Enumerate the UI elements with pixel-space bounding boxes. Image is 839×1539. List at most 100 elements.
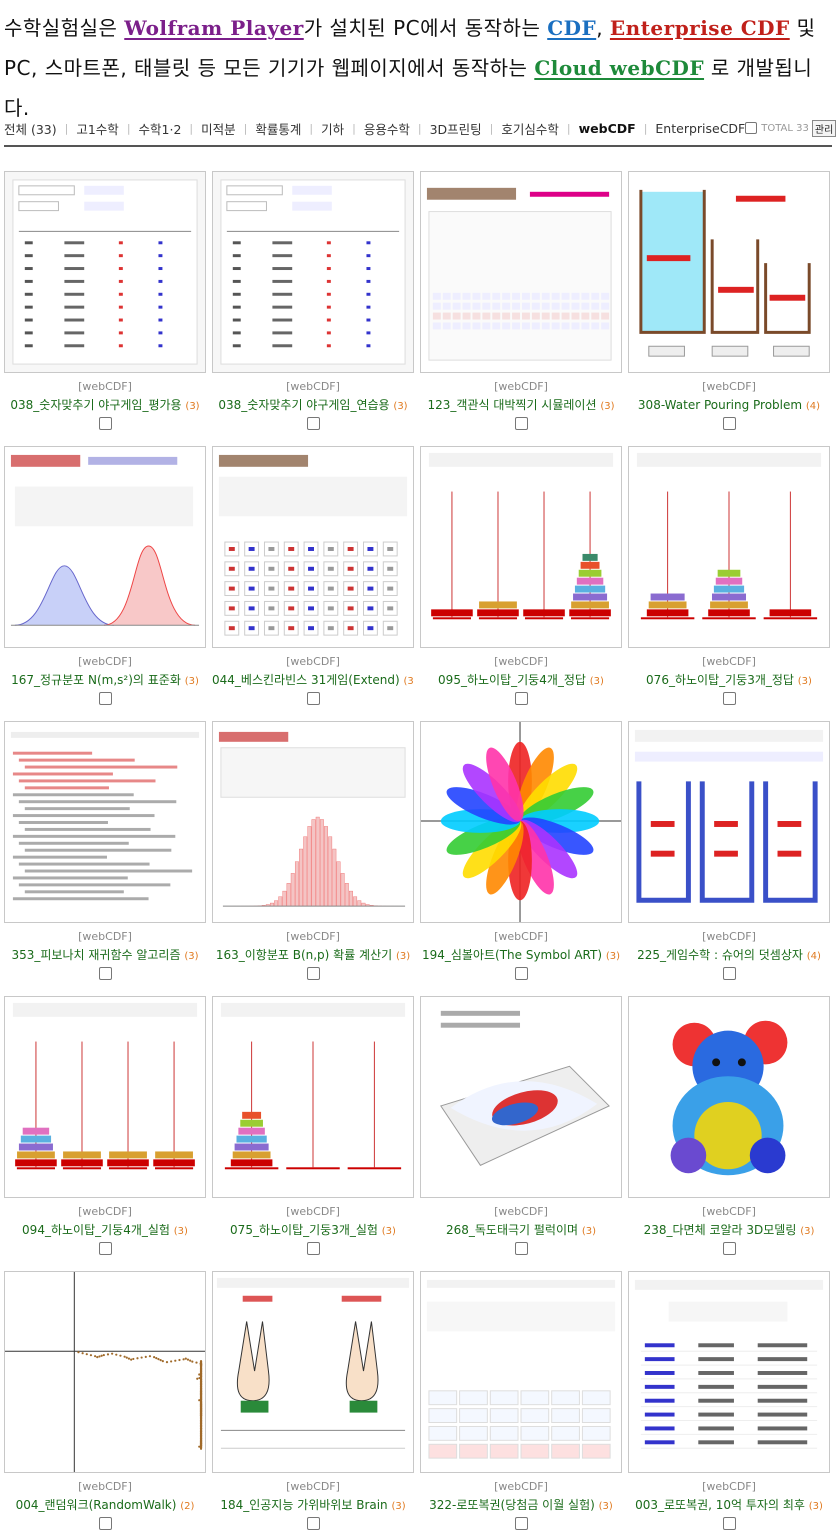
thumbnail-image[interactable] bbox=[4, 171, 206, 373]
total-count: TOTAL 33 bbox=[761, 122, 809, 134]
select-checkbox[interactable] bbox=[98, 1242, 112, 1255]
card-title-link[interactable]: 123_객관식 대박찍기 시뮬레이션 (3) bbox=[420, 397, 622, 413]
gallery-card: [webCDF] 308-Water Pouring Problem (4) bbox=[628, 171, 830, 446]
enterprise-cdf-link[interactable]: Enterprise CDF bbox=[609, 16, 790, 40]
thumbnail-image[interactable] bbox=[212, 996, 414, 1198]
select-checkbox[interactable] bbox=[722, 417, 736, 430]
nav-separator: | bbox=[126, 121, 131, 135]
select-checkbox[interactable] bbox=[722, 692, 736, 705]
select-checkbox[interactable] bbox=[722, 967, 736, 980]
category-tag: [webCDF] bbox=[494, 380, 548, 393]
nav-item-0[interactable]: 전체 (33) bbox=[4, 121, 57, 137]
nav-separator: | bbox=[243, 121, 248, 135]
gallery-card: [webCDF] 075_하노이탑_기둥3개_실험 (3) bbox=[212, 996, 414, 1271]
card-title-link[interactable]: 238_다면체 코알라 3D모델링 (3) bbox=[628, 1222, 830, 1238]
card-title: 044_베스킨라빈스 31게임(Extend) bbox=[212, 673, 400, 687]
card-title-link[interactable]: 094_하노이탑_기둥4개_실험 (3) bbox=[4, 1222, 206, 1238]
card-title-link[interactable]: 075_하노이탑_기둥3개_실험 (3) bbox=[212, 1222, 414, 1238]
card-title-link[interactable]: 038_숫자맞추기 야구게임_연습용 (3) bbox=[212, 397, 414, 413]
thumbnail-image[interactable] bbox=[212, 171, 414, 373]
select-checkbox[interactable] bbox=[98, 692, 112, 705]
select-checkbox[interactable] bbox=[306, 1517, 320, 1530]
category-tag: [webCDF] bbox=[78, 1480, 132, 1493]
thumbnail-image[interactable] bbox=[628, 996, 830, 1198]
select-checkbox[interactable] bbox=[306, 692, 320, 705]
nav-item-4[interactable]: 확률통계 bbox=[255, 121, 302, 137]
comment-count: (3) bbox=[581, 1226, 597, 1237]
thumbnail-image[interactable] bbox=[212, 446, 414, 648]
thumbnail-image[interactable] bbox=[628, 721, 830, 923]
card-title-link[interactable]: 095_하노이탑_기둥4개_정답 (3) bbox=[420, 672, 622, 688]
category-tag: [webCDF] bbox=[78, 930, 132, 943]
thumbnail-image[interactable] bbox=[628, 171, 830, 373]
card-title: 123_객관식 대박찍기 시뮬레이션 bbox=[427, 398, 597, 412]
manage-button[interactable]: 관리 bbox=[811, 119, 837, 137]
select-checkbox[interactable] bbox=[514, 967, 528, 980]
comment-count: (3) bbox=[600, 401, 615, 412]
comment-count: (3) bbox=[185, 401, 200, 412]
thumbnail-image[interactable] bbox=[420, 721, 622, 923]
thumbnail-image[interactable] bbox=[628, 446, 830, 648]
thumbnail-image[interactable] bbox=[212, 721, 414, 923]
select-checkbox[interactable] bbox=[514, 1242, 528, 1255]
card-title-link[interactable]: 003_로또복권, 10억 투자의 최후 (3) bbox=[628, 1497, 830, 1513]
nav-separator: | bbox=[309, 121, 314, 135]
thumbnail-image[interactable] bbox=[420, 996, 622, 1198]
thumbnail-image[interactable] bbox=[420, 171, 622, 373]
nav-item-1[interactable]: 고1수학 bbox=[76, 121, 119, 137]
thumbnail-image[interactable] bbox=[4, 446, 206, 648]
nav-divider bbox=[4, 145, 832, 147]
select-checkbox[interactable] bbox=[98, 1517, 112, 1530]
card-title-link[interactable]: 268_독도태극기 펄럭이며 (3) bbox=[420, 1222, 622, 1238]
thumbnail-image[interactable] bbox=[4, 996, 206, 1198]
cloud-webcdf-link[interactable]: Cloud webCDF bbox=[534, 56, 705, 80]
category-tag: [webCDF] bbox=[286, 1205, 340, 1218]
select-checkbox[interactable] bbox=[722, 1517, 736, 1530]
select-checkbox[interactable] bbox=[514, 1517, 528, 1530]
thumbnail-image[interactable] bbox=[420, 446, 622, 648]
card-title-link[interactable]: 308-Water Pouring Problem (4) bbox=[628, 397, 830, 413]
select-checkbox[interactable] bbox=[306, 417, 320, 430]
card-title-link[interactable]: 163_이항분포 B(n,p) 확률 계산기 (3) bbox=[212, 947, 414, 963]
select-checkbox[interactable] bbox=[514, 692, 528, 705]
card-title-link[interactable]: 044_베스킨라빈스 31게임(Extend) (3) bbox=[212, 672, 414, 688]
card-title: 004_랜덤워크(RandomWalk) bbox=[15, 1498, 177, 1512]
card-title-link[interactable]: 076_하노이탑_기둥3개_정답 (3) bbox=[628, 672, 830, 688]
nav-item-3[interactable]: 미적분 bbox=[201, 121, 236, 137]
select-all-checkbox[interactable] bbox=[745, 122, 758, 134]
thumbnail-image[interactable] bbox=[212, 1271, 414, 1473]
thumbnail-image[interactable] bbox=[4, 1271, 206, 1473]
select-checkbox[interactable] bbox=[722, 1242, 736, 1255]
card-title-link[interactable]: 194_심볼아트(The Symbol ART) (3) bbox=[420, 947, 622, 963]
nav-separator: | bbox=[64, 121, 69, 135]
card-title-link[interactable]: 167_정규분포 N(m,s²)의 표준화 (3) bbox=[4, 672, 206, 688]
thumbnail-image[interactable] bbox=[420, 1271, 622, 1473]
nav-item-7[interactable]: 3D프린팅 bbox=[429, 121, 482, 137]
wolfram-player-link[interactable]: Wolfram Player bbox=[124, 16, 304, 40]
nav-item-9[interactable]: webCDF bbox=[578, 120, 636, 136]
select-checkbox[interactable] bbox=[514, 417, 528, 430]
cdf-link[interactable]: CDF bbox=[547, 16, 597, 40]
thumbnail-image[interactable] bbox=[628, 1271, 830, 1473]
select-checkbox[interactable] bbox=[98, 417, 112, 430]
card-title-link[interactable]: 184_인공지능 가위바위보 Brain (3) bbox=[212, 1497, 414, 1513]
card-title: 003_로또복권, 10억 투자의 최후 bbox=[635, 1498, 805, 1512]
card-title-link[interactable]: 353_피보나치 재귀함수 알고리즘 (3) bbox=[4, 947, 206, 963]
nav-item-2[interactable]: 수학1·2 bbox=[138, 121, 182, 137]
select-checkbox[interactable] bbox=[306, 1242, 320, 1255]
card-title-link[interactable]: 004_랜덤워크(RandomWalk) (2) bbox=[4, 1497, 206, 1513]
nav-item-5[interactable]: 기하 bbox=[321, 121, 345, 137]
nav-item-8[interactable]: 호기심수학 bbox=[501, 121, 559, 137]
select-checkbox[interactable] bbox=[98, 967, 112, 980]
thumbnail-image[interactable] bbox=[4, 721, 206, 923]
category-tag: [webCDF] bbox=[78, 1205, 132, 1218]
nav-item-6[interactable]: 응용수학 bbox=[363, 121, 410, 137]
gallery-card: [webCDF] 167_정규분포 N(m,s²)의 표준화 (3) bbox=[4, 446, 206, 721]
card-title: 038_숫자맞추기 야구게임_연습용 bbox=[218, 398, 390, 412]
select-checkbox[interactable] bbox=[306, 967, 320, 980]
nav-separator: | bbox=[189, 121, 194, 135]
card-title-link[interactable]: 038_숫자맞추기 야구게임_평가용 (3) bbox=[4, 397, 206, 413]
card-title-link[interactable]: 225_게임수학 : 슈어의 덧셈상자 (4) bbox=[628, 947, 830, 963]
card-title-link[interactable]: 322-로또복권(당첨금 이월 실험) (3) bbox=[420, 1497, 622, 1513]
nav-item-10[interactable]: EnterpriseCDF bbox=[655, 120, 746, 136]
